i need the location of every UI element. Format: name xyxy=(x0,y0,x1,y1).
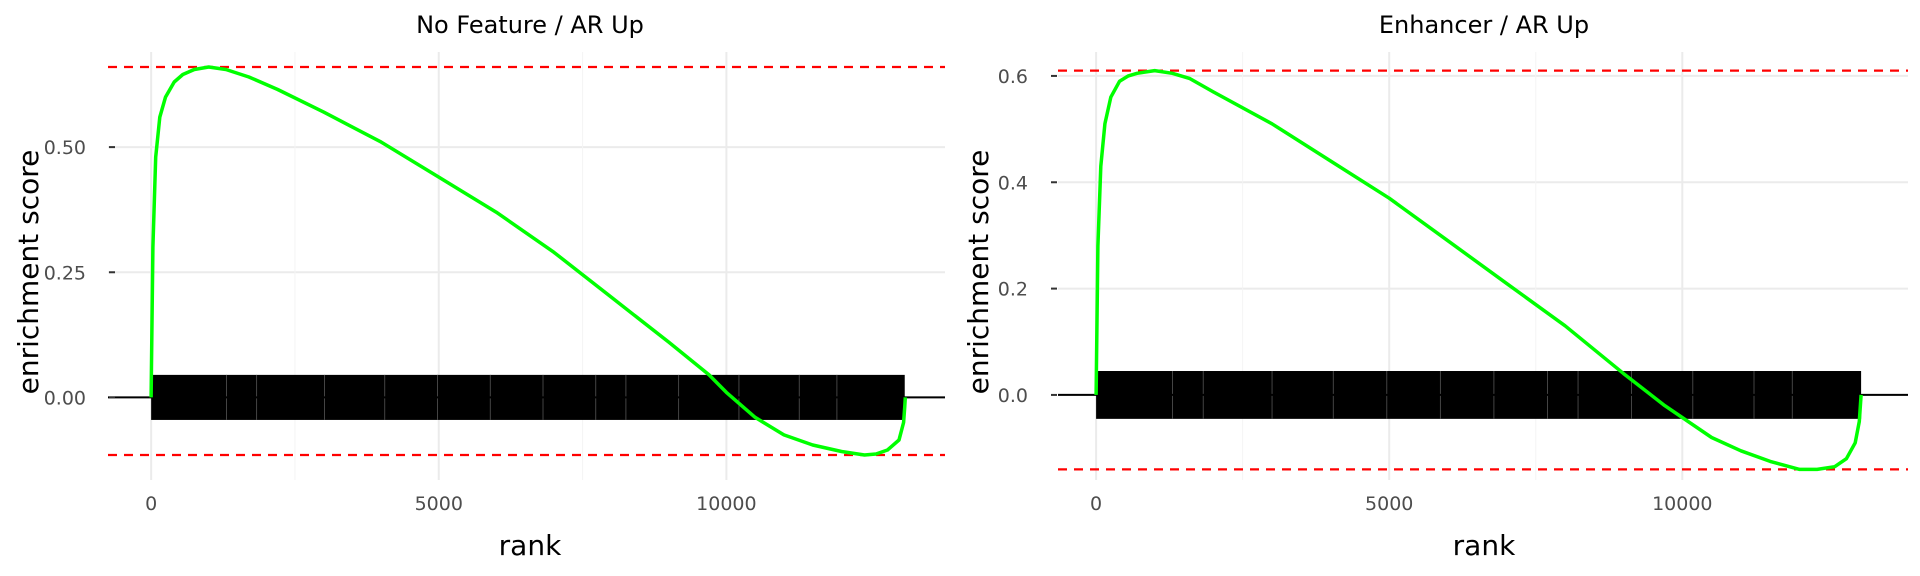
x-tick-label: 0 xyxy=(145,493,157,515)
reference-lines xyxy=(1058,69,1908,471)
y-tick-label: 0.2 xyxy=(998,279,1028,301)
x-axis-label: rank xyxy=(499,529,562,562)
enrichment-curve xyxy=(149,65,908,457)
x-axis-label: rank xyxy=(1453,529,1516,562)
enrichment-series-line xyxy=(1094,68,1863,472)
panel-title: Enhancer / AR Up xyxy=(1379,11,1589,39)
panel-title: No Feature / AR Up xyxy=(416,11,644,39)
y-tick-label: 0.00 xyxy=(44,387,86,409)
x-axis-ticks: 0 5000 10000 xyxy=(1090,493,1712,515)
panel-enhancer-ar-up: Enhancer / AR Up 0 5000 10000 0.0 0.2 0.4 0.6… xyxy=(962,11,1908,562)
panel-no-feature-ar-up: No Feature / AR Up 0 5000 10000 0.000.250.… xyxy=(12,11,945,562)
x-tick-label: 5000 xyxy=(415,493,463,515)
y-tick-label: 0.25 xyxy=(44,262,86,284)
y-axis-label: enrichment score xyxy=(12,150,45,395)
x-tick-label: 5000 xyxy=(1365,493,1413,515)
enrichment-series-line xyxy=(149,65,908,457)
y-axis-ticks: 0.0 0.2 0.4 0.6 xyxy=(998,66,1057,407)
y-tick-label: 0.6 xyxy=(998,66,1028,88)
x-tick-label: 0 xyxy=(1090,493,1102,515)
y-axis-label: enrichment score xyxy=(962,150,995,395)
y-tick-label: 0.50 xyxy=(44,137,86,159)
y-tick-label: 0.4 xyxy=(998,172,1028,194)
x-axis-ticks: 0 5000 10000 xyxy=(145,493,757,515)
y-tick-label: 0.0 xyxy=(998,385,1028,407)
y-axis-ticks: 0.00 0.25 0.50 xyxy=(44,137,115,409)
x-tick-label: 10000 xyxy=(696,493,756,515)
enrichment-curve xyxy=(1094,68,1863,472)
x-tick-label: 10000 xyxy=(1652,493,1712,515)
reference-lines xyxy=(108,65,945,457)
